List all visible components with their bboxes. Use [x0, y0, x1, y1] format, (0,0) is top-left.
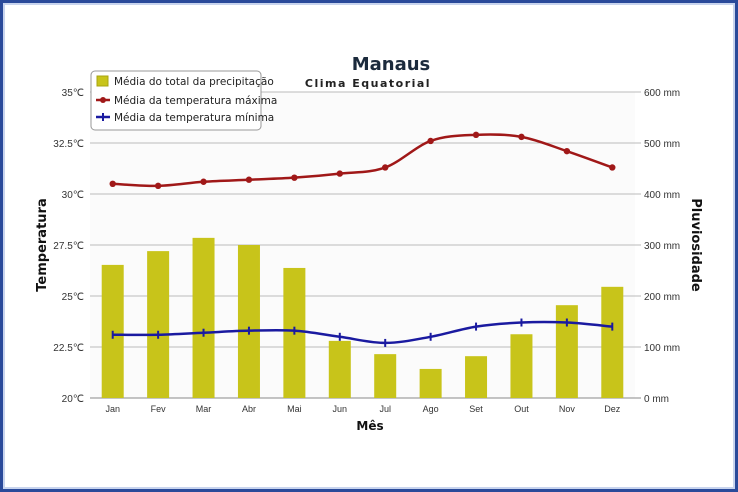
right-tick-label: 500 mm — [644, 139, 680, 150]
precipitation-bar — [465, 356, 488, 398]
max-temp-point — [563, 147, 571, 155]
max-temp-point — [472, 131, 480, 139]
max-temp-point — [518, 133, 525, 141]
x-tick-label: Set — [469, 404, 483, 414]
x-tick-label: Jul — [379, 404, 391, 414]
x-tick-label: Dez — [604, 404, 621, 414]
x-tick-label: Abr — [242, 404, 256, 414]
precipitation-bar — [147, 251, 170, 398]
left-axis-label: Temperatura — [35, 198, 50, 291]
precipitation-bar — [601, 286, 624, 398]
legend-max-marker — [100, 97, 106, 103]
legend-label-max-temp[interactable]: Média da temperatura máxima — [114, 95, 277, 107]
legend-label-precipitation[interactable]: Média do total da precipitação — [114, 76, 274, 88]
x-tick-label: Out — [514, 404, 529, 414]
max-temp-line — [112, 133, 613, 188]
max-temp-point — [291, 174, 298, 181]
x-axis-label: Mês — [356, 419, 383, 433]
precipitation-bar — [192, 237, 215, 398]
max-temp-point — [382, 164, 389, 171]
legend-label-min-temp[interactable]: Média da temperatura mínima — [114, 112, 274, 124]
x-tick-label: Fev — [151, 404, 167, 414]
right-tick-label: 400 mm — [644, 190, 680, 201]
precipitation-bar — [328, 340, 351, 398]
min-temp-line — [112, 320, 613, 345]
right-tick-label: 300 mm — [644, 241, 680, 252]
left-tick-label: 20℃ — [62, 394, 84, 405]
x-tick-label: Ago — [423, 404, 439, 414]
max-temp-point — [336, 170, 343, 177]
right-tick-label: 100 mm — [644, 343, 680, 354]
max-temp-point — [609, 164, 616, 171]
max-temp-point — [109, 180, 116, 187]
legend-box — [90, 70, 262, 131]
x-tick-label: Nov — [559, 404, 576, 414]
max-temp-point — [154, 182, 162, 190]
left-tick-label: 35℃ — [62, 88, 84, 99]
left-tick-label: 30℃ — [62, 190, 84, 201]
precipitation-bar — [237, 245, 260, 398]
precipitation-bar — [419, 368, 442, 398]
precipitation-bar — [555, 305, 578, 398]
left-tick-label: 27.5℃ — [53, 241, 84, 252]
max-temp-point — [427, 137, 434, 145]
max-temp-point — [200, 178, 207, 185]
left-tick-label: 32.5℃ — [53, 139, 84, 150]
x-tick-label: Mai — [287, 404, 302, 414]
right-axis-label: Pluviosidade — [688, 198, 703, 292]
left-tick-label: 22.5℃ — [53, 343, 84, 354]
max-temp-point — [245, 176, 253, 183]
legend: Média do total da precipitação Média da … — [90, 70, 277, 131]
right-tick-label: 0 mm — [644, 394, 669, 405]
x-tick-label: Mar — [196, 404, 212, 414]
right-tick-label: 200 mm — [644, 292, 680, 303]
precipitation-bar — [374, 354, 397, 398]
chart-title: Manaus — [352, 54, 431, 75]
x-tick-label: Jun — [333, 404, 348, 414]
legend-bar-swatch — [96, 75, 109, 87]
left-tick-label: 25℃ — [62, 292, 84, 303]
chart-subtitle: Clima Equatorial — [305, 77, 431, 90]
right-tick-label: 600 mm — [644, 88, 680, 99]
precipitation-bar — [510, 334, 533, 398]
x-tick-label: Jan — [105, 404, 120, 414]
